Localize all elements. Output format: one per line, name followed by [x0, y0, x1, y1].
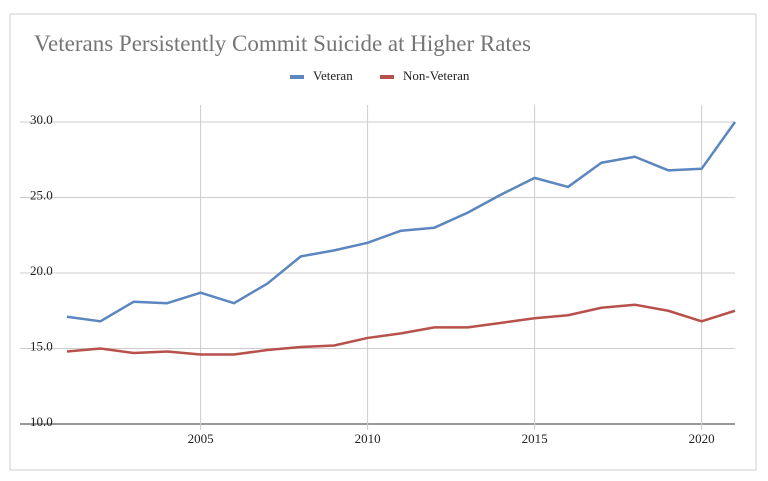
- series-line: [66, 121, 737, 323]
- x-tick-label: 2015: [522, 431, 548, 446]
- y-tick-label: 10.0: [30, 414, 53, 429]
- x-tick-label: 2010: [355, 431, 381, 446]
- y-tick-label: 30.0: [30, 112, 53, 127]
- series-line: [66, 303, 736, 356]
- chart-card: [9, 13, 757, 471]
- x-tick-label: 2020: [689, 431, 715, 446]
- y-tick-label: 25.0: [30, 187, 53, 202]
- y-tick-label: 15.0: [30, 338, 53, 353]
- y-tick-label: 20.0: [30, 263, 53, 278]
- x-tick-label: 2005: [188, 431, 214, 446]
- chart-title: Veterans Persistently Commit Suicide at …: [34, 31, 531, 56]
- legend-label: Non-Veteran: [403, 68, 470, 83]
- legend-label: Veteran: [313, 68, 353, 83]
